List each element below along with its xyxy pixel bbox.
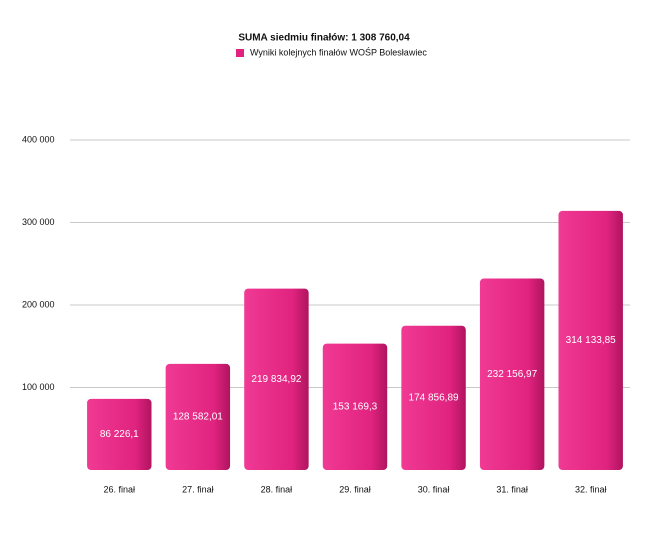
bar [165,363,231,470]
value-label: 174 856,89 [409,393,459,404]
legend-swatch [236,49,244,57]
value-label: 219 834,92 [251,374,301,385]
x-tick-label: 26. finał [104,484,136,494]
value-label: 314 133,85 [566,335,616,346]
x-tick-label: 31. finał [496,484,528,494]
x-tick-label: 30. finał [418,484,450,494]
bar [322,343,388,470]
bar [87,398,152,470]
legend-label: Wyniki kolejnych finałów WOŚP Bolesławie… [250,46,427,57]
value-label: 128 582,01 [173,412,223,423]
x-tick-label: 28. finał [261,484,293,494]
value-label: 153 169,3 [333,401,378,412]
bar [401,325,466,470]
bar [244,288,309,470]
x-tick-label: 27. finał [182,484,214,494]
bar [479,278,545,470]
value-label: 232 156,97 [487,369,537,380]
y-tick-label: 100 000 [22,382,55,392]
x-tick-label: 32. finał [575,484,607,494]
x-tick-label: 29. finał [339,484,371,494]
y-tick-label: 400 000 [22,134,55,144]
chart-title: SUMA siedmiu finałów: 1 308 760,04 [238,33,410,44]
value-label: 86 226,1 [100,429,139,440]
y-tick-label: 300 000 [22,217,55,227]
y-tick-label: 200 000 [22,299,55,309]
bar [558,210,623,470]
